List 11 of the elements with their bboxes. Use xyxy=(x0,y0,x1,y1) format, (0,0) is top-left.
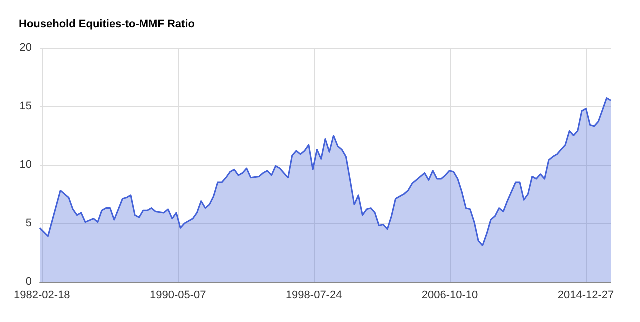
chart-title: Household Equities-to-MMF Ratio xyxy=(19,18,196,30)
y-tick-label: 20 xyxy=(20,42,32,54)
x-tick-label: 1998-07-24 xyxy=(286,290,342,302)
y-tick-label: 10 xyxy=(20,159,32,171)
x-tick-label: 2014-12-27 xyxy=(558,290,614,302)
y-tick-label: 15 xyxy=(20,100,32,112)
x-tick-label: 2006-10-10 xyxy=(422,290,478,302)
x-tick-label: 1990-05-07 xyxy=(150,290,206,302)
y-tick-label: 5 xyxy=(26,218,32,230)
y-tick-label: 0 xyxy=(26,276,32,288)
x-tick-label: 1982-02-18 xyxy=(14,290,70,302)
